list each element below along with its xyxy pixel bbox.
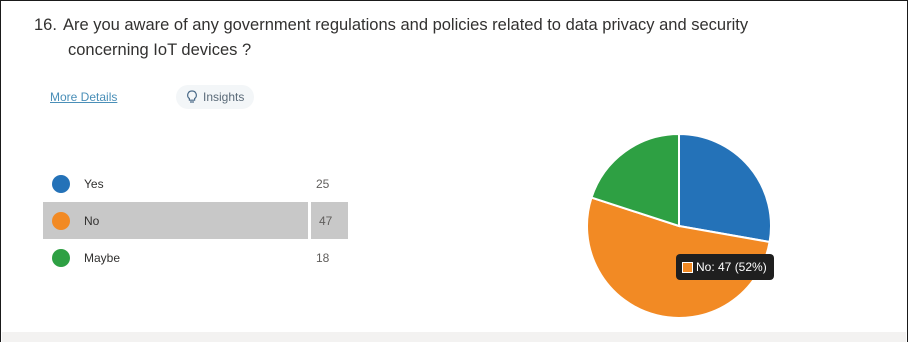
- legend-dot-no: [52, 211, 70, 230]
- question-number: 16.: [34, 16, 57, 34]
- pie-slice-yes[interactable]: [678, 132, 772, 244]
- insights-label: Insights: [203, 90, 245, 104]
- legend-count-no: 47: [308, 202, 348, 239]
- legend-count-yes: 25: [316, 176, 330, 191]
- legend-row-maybe[interactable]: Maybe 18: [43, 239, 348, 276]
- bottom-divider: [2, 332, 906, 342]
- pie-chart-svg: [586, 132, 772, 319]
- more-details-link[interactable]: More Details: [50, 90, 118, 104]
- legend-label-no: No: [84, 213, 100, 228]
- question-text-line1: Are you aware of any government regulati…: [62, 16, 749, 34]
- legend-row-no[interactable]: No 47: [43, 202, 348, 239]
- slice-tooltip: No: 47 (52%): [676, 254, 774, 280]
- legend-dot-yes: [52, 174, 70, 193]
- legend-label-yes: Yes: [84, 176, 104, 191]
- question-text-line2: concerning IoT devices ?: [68, 41, 252, 59]
- lightbulb-icon: [186, 90, 198, 104]
- tooltip-text: No: 47 (52%): [696, 260, 767, 274]
- tooltip-swatch: [682, 261, 693, 273]
- pie-slice-maybe[interactable]: [590, 132, 680, 228]
- legend-dot-maybe: [52, 248, 70, 267]
- question-title: 16. Are you aware of any government regul…: [34, 13, 894, 63]
- pie-chart: [579, 126, 779, 326]
- response-legend: Yes 25 No 47 Maybe 18: [43, 165, 348, 276]
- legend-label-maybe: Maybe: [84, 250, 121, 265]
- insights-button[interactable]: Insights: [176, 85, 255, 109]
- legend-count-maybe: 18: [316, 250, 330, 265]
- legend-row-yes[interactable]: Yes 25: [43, 165, 348, 202]
